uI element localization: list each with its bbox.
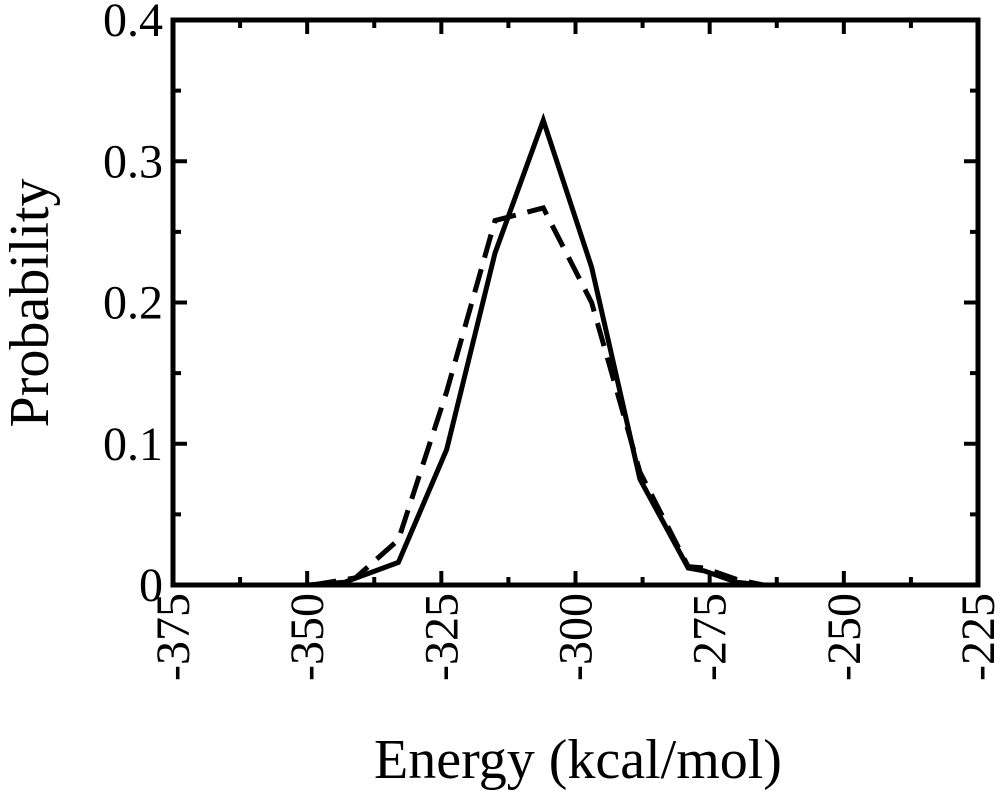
x-tick-label: -225 bbox=[952, 593, 1000, 681]
y-tick-label: 0.1 bbox=[103, 418, 163, 471]
y-tick-label: 0.3 bbox=[103, 135, 163, 188]
x-tick-label: -250 bbox=[818, 593, 871, 681]
y-tick-label: 0.2 bbox=[103, 277, 163, 330]
axis-ticks bbox=[171, 18, 980, 587]
series-line-dashed bbox=[312, 204, 764, 588]
y-tick-label: 0 bbox=[139, 559, 163, 612]
series-line-solid bbox=[307, 112, 764, 588]
y-tick-label: 0.4 bbox=[103, 0, 163, 47]
x-tick-label: -300 bbox=[550, 593, 603, 681]
plot-frame bbox=[170, 17, 981, 588]
y-tick-labels: 0 0.1 0.2 0.3 0.4 bbox=[103, 0, 163, 612]
x-tick-label: -275 bbox=[684, 593, 737, 681]
x-tick-label: -325 bbox=[415, 593, 468, 681]
x-tick-labels: -375 -350 -325 -300 -275 -250 -225 bbox=[147, 593, 1000, 681]
x-axis-label: Energy (kcal/mol) bbox=[374, 729, 782, 791]
y-axis-label: Probability bbox=[0, 179, 61, 428]
x-tick-label: -375 bbox=[147, 593, 200, 681]
x-tick-label: -350 bbox=[281, 593, 334, 681]
series-layer bbox=[307, 112, 764, 588]
